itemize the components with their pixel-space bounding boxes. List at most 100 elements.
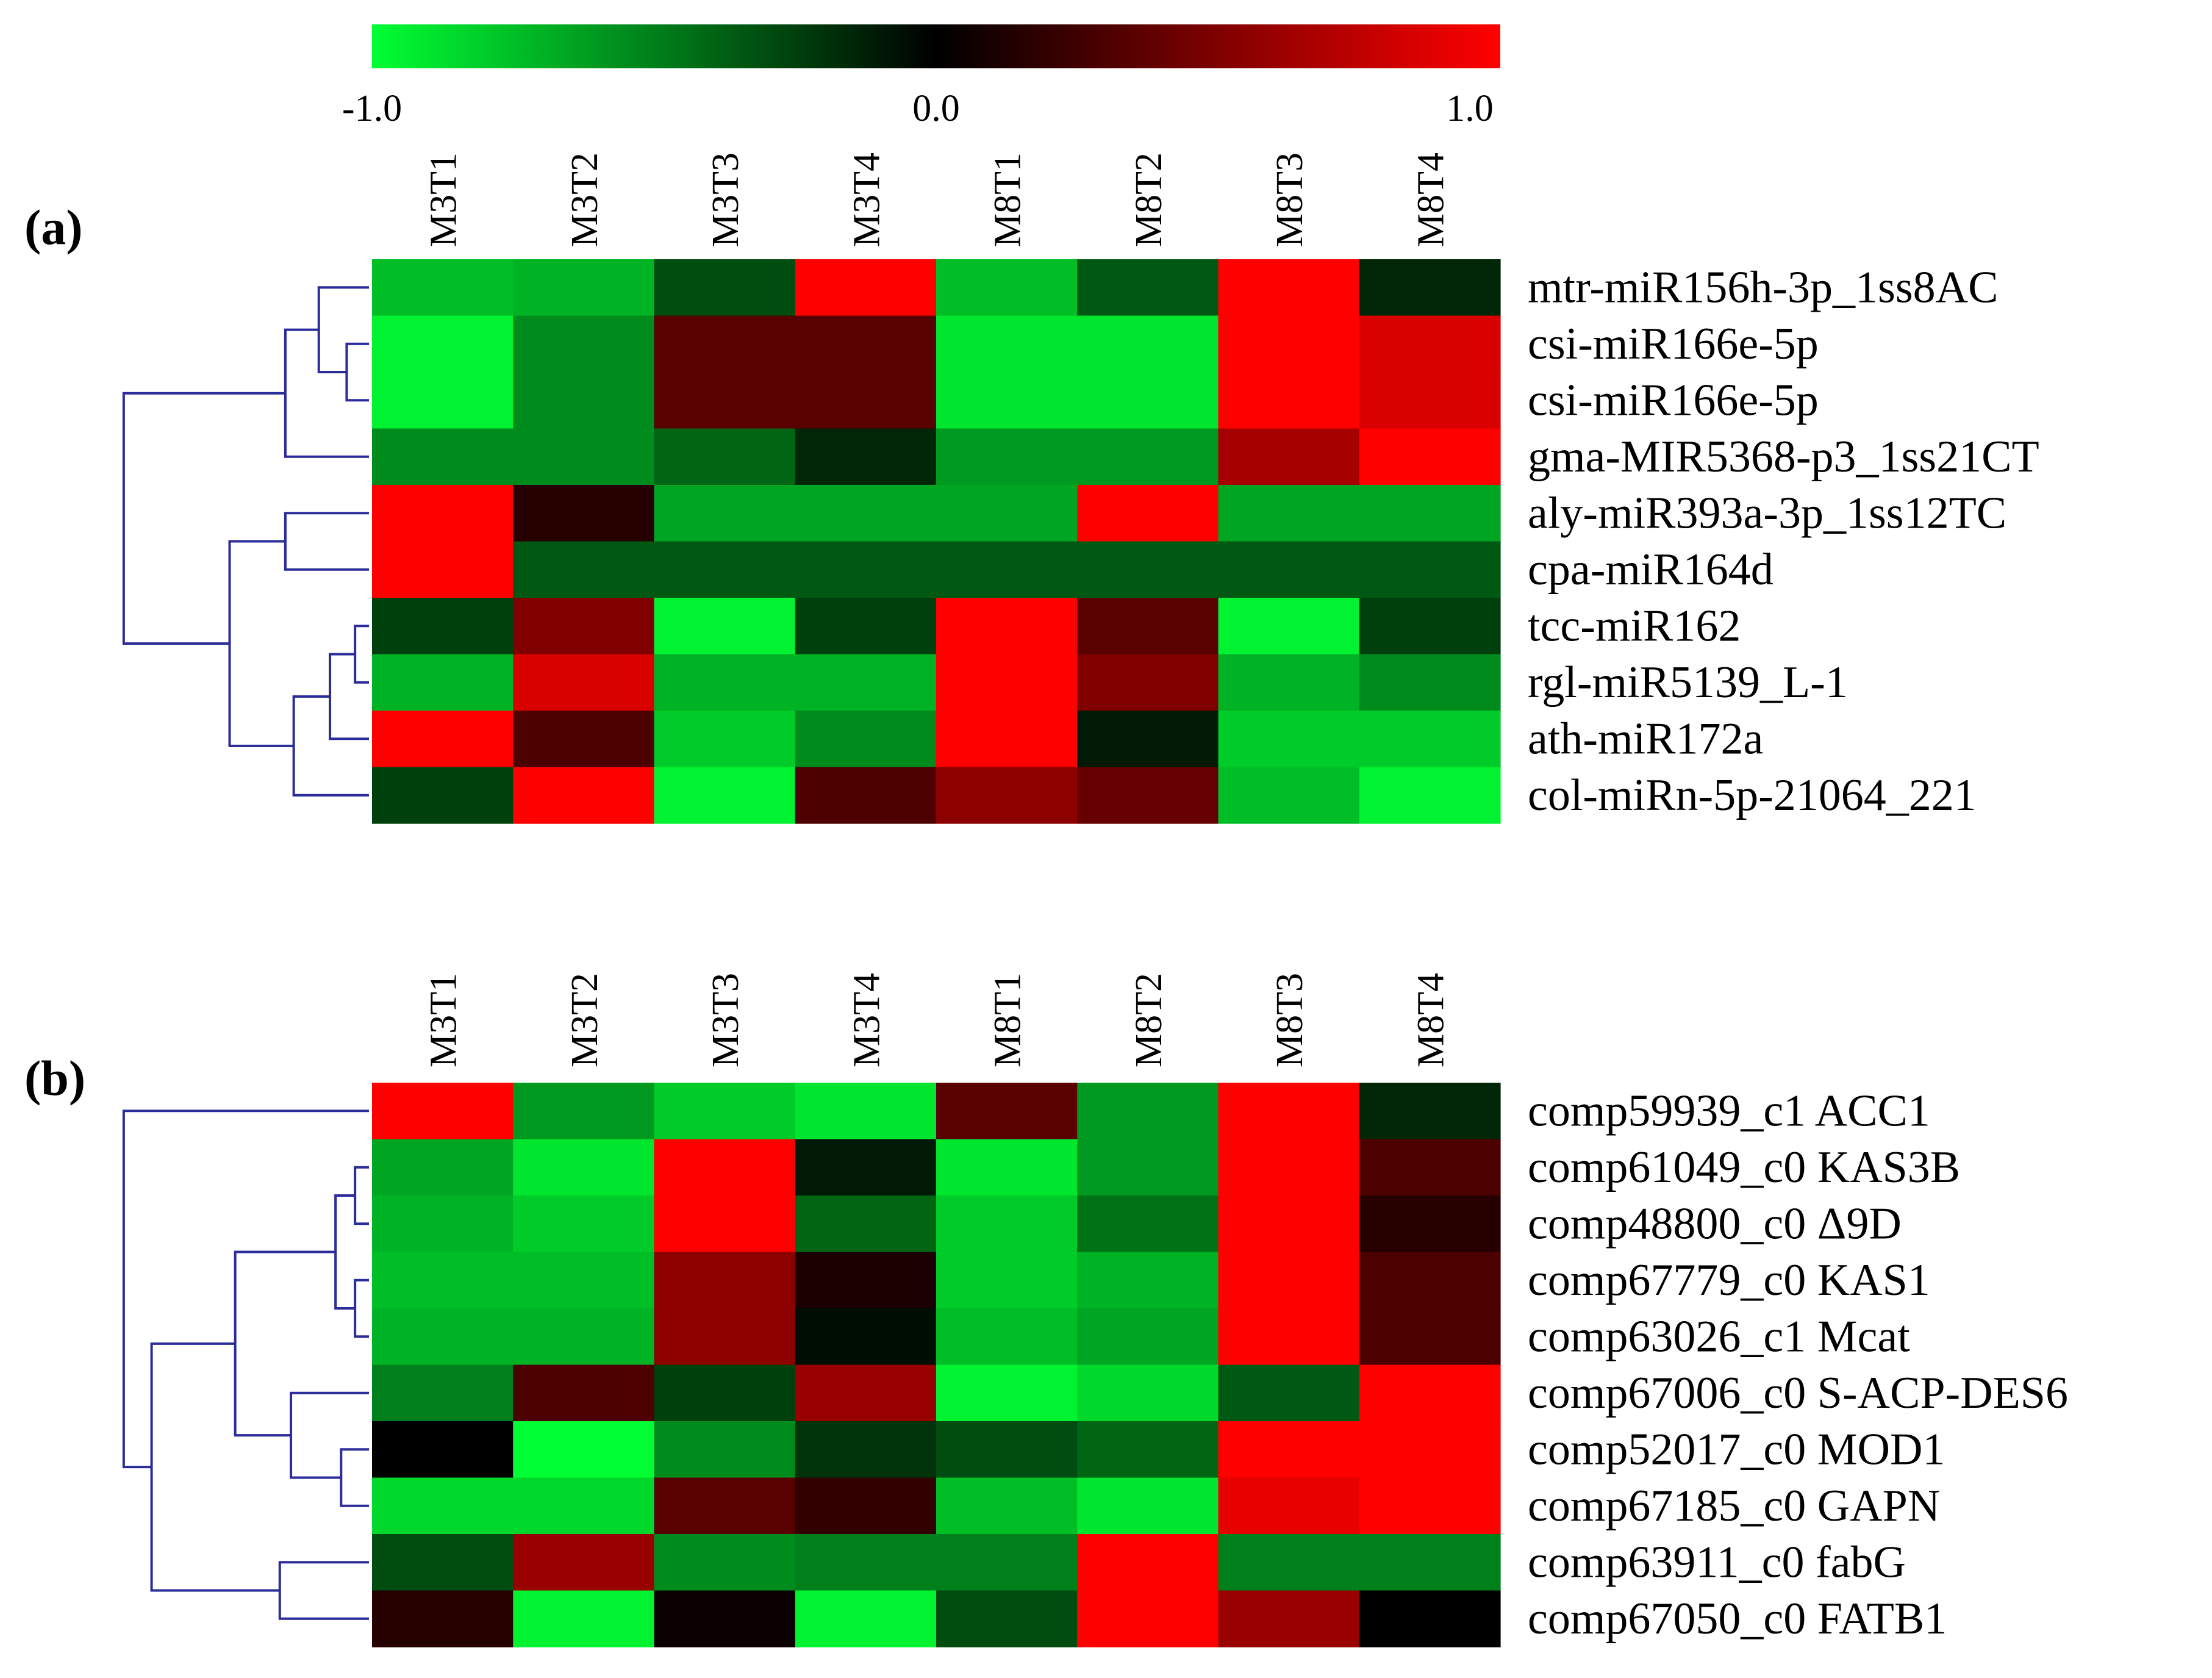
heatmap-cell <box>513 541 655 598</box>
color-scale-tick-max: 1.0 <box>1446 88 1494 129</box>
heatmap-cell <box>654 428 796 486</box>
heatmap-cell <box>936 1590 1078 1648</box>
column-label-m8t3: M8T3 <box>1269 973 1311 1067</box>
dendrogram-branch <box>278 1561 369 1620</box>
heatmap-cell <box>1218 259 1360 317</box>
heatmap-cell <box>372 428 514 486</box>
heatmap-cell <box>372 1364 514 1422</box>
heatmap-cell <box>654 1083 796 1140</box>
color-scale: -1.0 0.0 1.0 <box>342 24 1500 129</box>
heatmap-cell <box>372 767 514 824</box>
heatmap-cell <box>372 1421 514 1479</box>
heatmap-cell <box>1218 1308 1360 1366</box>
dendrogram-branch <box>284 512 369 571</box>
heatmap-cell <box>795 485 937 542</box>
heatmap-cell <box>936 428 1078 486</box>
dendrogram-branch <box>354 1166 369 1225</box>
row-label: comp59939_c1 ACC1 <box>1528 1086 1930 1136</box>
heatmap-cell <box>795 711 937 768</box>
heatmap-cell <box>513 711 655 768</box>
heatmap-cell <box>654 1477 796 1535</box>
heatmap-cell <box>795 1364 937 1422</box>
heatmap-cell <box>936 1364 1078 1422</box>
heatmap-cell <box>1077 1421 1219 1479</box>
heatmap-panel-b: (b) M3T1 M3T2 M3T3 M3T4 M8T1 M8T2 M8T3 M8T4 com… <box>24 973 2068 1648</box>
row-label: aly-miR393a-3p_1ss12TC <box>1528 488 2006 538</box>
dendrogram-branch <box>234 1250 336 1437</box>
heatmap-cell <box>654 1308 796 1366</box>
row-label: rgl-miR5139_L-1 <box>1528 658 1848 708</box>
row-label: ath-miR172a <box>1528 714 1763 764</box>
heatmap-cell <box>1077 485 1219 542</box>
heatmap-cell <box>372 315 514 373</box>
dendrogram-branch <box>345 342 369 402</box>
heatmap-cell <box>1359 598 1501 655</box>
color-scale-tick-mid: 0.0 <box>912 88 960 129</box>
heatmap-cell <box>1077 1196 1219 1253</box>
row-label: gma-MIR5368-p3_1ss21CT <box>1528 432 2039 482</box>
heatmap-cell <box>654 1421 796 1479</box>
heatmap-cell <box>654 767 796 824</box>
heatmap-cell <box>1359 1364 1501 1422</box>
heatmap-cell <box>936 598 1078 655</box>
column-label-m8t2: M8T2 <box>1128 973 1170 1067</box>
heatmap-cell <box>795 654 937 711</box>
heatmap-cell <box>654 1196 796 1253</box>
heatmap-cell <box>1077 428 1219 486</box>
row-label: tcc-miR162 <box>1528 601 1741 651</box>
heatmap-cell <box>795 315 937 373</box>
heatmap-cell <box>1218 428 1360 486</box>
heatmap-cell <box>936 541 1078 598</box>
row-label: csi-miR166e-5p <box>1528 319 1819 369</box>
heatmap-cell <box>1077 541 1219 598</box>
heatmap-cell <box>654 485 796 542</box>
heatmap-cell <box>1218 1139 1360 1196</box>
heatmap-cell <box>1077 1590 1219 1648</box>
dendrogram-branch <box>340 1448 369 1507</box>
heatmap-cell <box>795 259 937 317</box>
row-label: comp63911_c0 fabG <box>1528 1537 1906 1587</box>
heatmap-cell <box>1359 1083 1501 1140</box>
heatmap-cell <box>1359 1139 1501 1196</box>
dendrogram-branch <box>334 1194 356 1310</box>
heatmap-cell <box>1359 372 1501 429</box>
heatmap-cell <box>372 1083 514 1140</box>
heatmap-cell <box>1077 1139 1219 1196</box>
heatmap-cell <box>513 767 655 824</box>
heatmap-cell <box>1218 1083 1360 1140</box>
heatmap-cell <box>372 654 514 711</box>
heatmap-cell <box>372 711 514 768</box>
heatmap-cell <box>1359 1308 1501 1366</box>
heatmap-cell <box>513 428 655 486</box>
heatmap-cell <box>513 485 655 542</box>
column-label-m3t3: M3T3 <box>705 973 746 1067</box>
heatmap-cell <box>372 485 514 542</box>
heatmap-cell <box>1077 711 1219 768</box>
heatmap-cell <box>1359 1421 1501 1479</box>
column-label-m3t3: M3T3 <box>705 152 746 247</box>
heatmap-panel-a: (a) M3T1 M3T2 M3T3 M3T4 M8T1 M8T2 M8T3 M8T4 mtr… <box>24 152 2039 824</box>
cells-a <box>372 259 1501 824</box>
row-label: csi-miR166e-5p <box>1528 375 1819 425</box>
heatmap-cell <box>372 1252 514 1309</box>
column-label-m8t4: M8T4 <box>1410 152 1451 247</box>
heatmap-cell <box>1218 767 1360 824</box>
heatmap-cell <box>936 1477 1078 1535</box>
heatmap-cell <box>1077 315 1219 373</box>
heatmap-cell <box>1077 1252 1219 1309</box>
heatmap-cell <box>1359 1590 1501 1648</box>
heatmap-cell <box>1359 767 1501 824</box>
heatmap-cell <box>513 1364 655 1422</box>
heatmap-cell <box>795 1308 937 1366</box>
heatmap-cell <box>1218 711 1360 768</box>
heatmap-cell <box>936 1534 1078 1591</box>
column-label-m3t1: M3T1 <box>423 973 465 1067</box>
column-label-m8t1: M8T1 <box>987 973 1029 1067</box>
heatmap-cell <box>936 1421 1078 1479</box>
dendrogram-branch <box>329 653 369 740</box>
row-label: comp52017_c0 MOD1 <box>1528 1424 1945 1474</box>
heatmap-cell <box>936 1252 1078 1309</box>
heatmap-cell <box>654 1139 796 1196</box>
heatmap-cell <box>513 598 655 655</box>
heatmap-cell <box>654 1534 796 1591</box>
